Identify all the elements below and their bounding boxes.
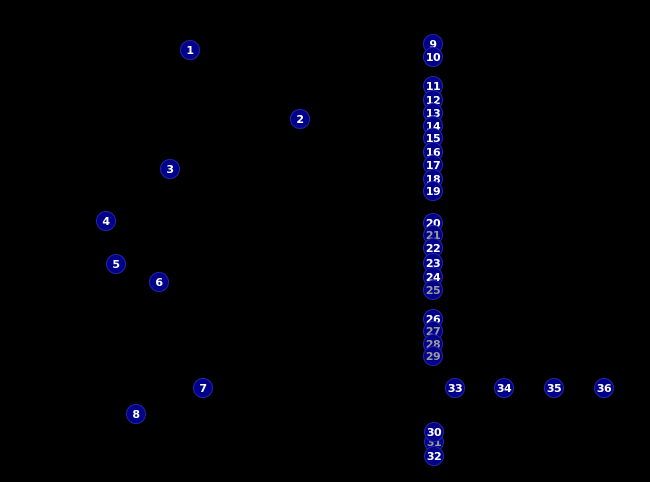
som-mark-label: 36	[596, 381, 612, 395]
som-mark-label: 13	[425, 106, 441, 120]
som-mark-label: 7	[199, 381, 207, 395]
som-mark-label: 33	[447, 381, 463, 395]
som-mark-label: 35	[546, 381, 562, 395]
som-mark-label: 17	[425, 158, 441, 172]
som-mark-label: 14	[425, 119, 441, 133]
som-mark-label: 24	[425, 270, 441, 284]
som-mark-8[interactable]: 8	[126, 404, 146, 424]
som-mark-label: 15	[425, 131, 441, 145]
som-mark-label: 32	[426, 449, 442, 463]
som-mark-5[interactable]: 5	[106, 254, 126, 274]
som-mark-3[interactable]: 3	[160, 159, 180, 179]
som-mark-label: 16	[425, 145, 441, 159]
som-mark-7[interactable]: 7	[193, 378, 213, 398]
som-mark-label: 12	[425, 93, 441, 107]
som-mark-30[interactable]: 30	[424, 422, 444, 442]
som-mark-label: 2	[296, 112, 304, 126]
som-mark-label: 20	[425, 216, 441, 230]
som-mark-label: 34	[496, 381, 512, 395]
som-mark-33[interactable]: 33	[445, 378, 465, 398]
som-mark-label: 5	[112, 257, 120, 271]
som-mark-label: 27	[425, 324, 441, 338]
som-mark-4[interactable]: 4	[96, 211, 116, 231]
som-mark-label: 18	[425, 172, 441, 186]
som-mark-label: 6	[155, 275, 163, 289]
som-mark-36[interactable]: 36	[594, 378, 614, 398]
som-mark-label: 29	[425, 349, 441, 363]
som-mark-35[interactable]: 35	[544, 378, 564, 398]
som-mark-label: 23	[425, 256, 441, 270]
som-mark-label: 19	[425, 184, 441, 198]
som-mark-label: 11	[425, 79, 441, 93]
som-mark-6[interactable]: 6	[149, 272, 169, 292]
som-mark-1[interactable]: 1	[180, 40, 200, 60]
som-mark-label: 1	[186, 43, 194, 57]
som-mark-label: 9	[429, 37, 437, 51]
som-mark-label: 21	[425, 228, 441, 242]
som-mark-29[interactable]: 29	[423, 346, 443, 366]
som-mark-2[interactable]: 2	[290, 109, 310, 129]
som-mark-32[interactable]: 32	[424, 446, 444, 466]
som-mark-label: 3	[166, 162, 174, 176]
som-mark-label: 25	[425, 283, 441, 297]
som-mark-label: 31	[426, 435, 442, 449]
som-mark-label: 4	[102, 214, 110, 228]
som-mark-label: 10	[425, 50, 441, 64]
som-mark-34[interactable]: 34	[494, 378, 514, 398]
som-mark-19[interactable]: 19	[423, 181, 443, 201]
som-mark-label: 22	[425, 241, 441, 255]
som-mark-label: 8	[132, 407, 140, 421]
som-mark-10[interactable]: 10	[423, 47, 443, 67]
som-mark-label: 30	[426, 425, 442, 439]
som-mark-25[interactable]: 25	[423, 280, 443, 300]
som-mark-label: 28	[425, 337, 441, 351]
som-mark-label: 26	[425, 312, 441, 326]
